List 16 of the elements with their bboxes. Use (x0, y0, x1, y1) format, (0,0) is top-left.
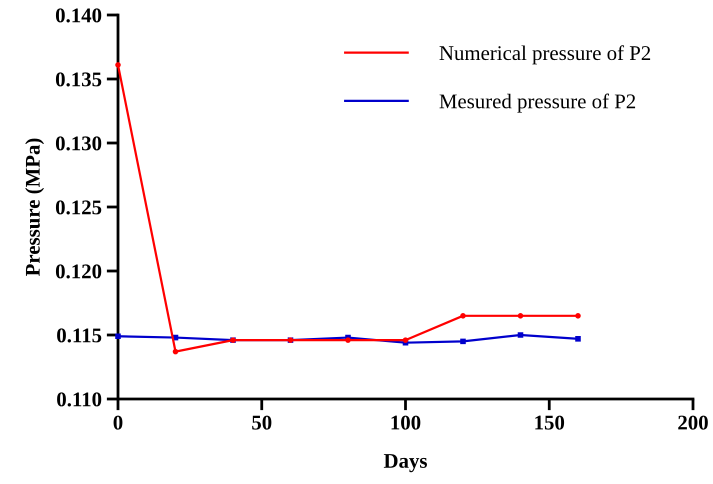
x-tick-label: 100 (392, 416, 420, 430)
y-tick-label: 0.110 (57, 392, 102, 407)
x-axis-title: Days (384, 454, 427, 472)
legend-label: Numerical pressure of P2 (440, 45, 650, 64)
y-axis-title: Pressure (MPa) (25, 138, 44, 276)
y-tick-label: 0.115 (57, 328, 102, 343)
y-tick-label: 0.140 (56, 8, 102, 23)
x-tick-label: 150 (535, 416, 564, 430)
legend-label: Mesured pressure of P2 (440, 94, 636, 113)
x-tick-label: 50 (252, 416, 272, 430)
y-tick-label: 0.120 (56, 264, 102, 279)
x-tick-label: 0 (114, 416, 122, 430)
y-tick-label: 0.135 (56, 72, 102, 87)
y-tick-label: 0.130 (56, 136, 102, 151)
x-tick-label: 200 (678, 416, 708, 430)
y-tick-label: 0.125 (56, 200, 102, 215)
